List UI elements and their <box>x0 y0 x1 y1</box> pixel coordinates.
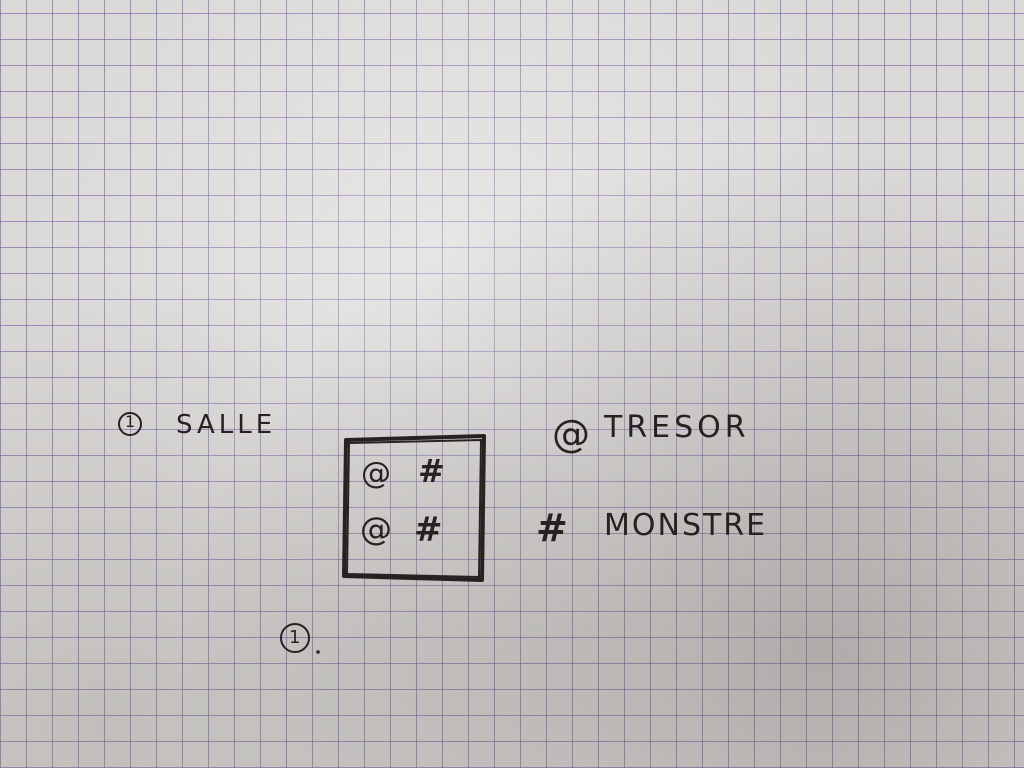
legend-room-label: SALLE <box>176 410 277 440</box>
room-treasure-top-left: @ <box>361 456 393 491</box>
room-monster-bottom-right: # <box>414 510 445 550</box>
period-dot <box>316 650 320 654</box>
legend-treasure-label: TRESOR <box>604 410 750 445</box>
legend-start-marker: 1 <box>125 412 136 431</box>
room-monster-top-right: # <box>418 452 447 490</box>
legend-monster-label: MONSTRE <box>604 508 768 543</box>
room-treasure-bottom-left: @ <box>360 510 394 548</box>
room-box <box>342 434 486 582</box>
legend-circle-icon <box>118 412 142 436</box>
room-number-label: 1 <box>289 627 301 648</box>
legend-monster-symbol: # <box>536 506 570 550</box>
room-number-circle-icon <box>280 623 310 653</box>
legend-treasure-symbol: @ <box>552 412 592 456</box>
